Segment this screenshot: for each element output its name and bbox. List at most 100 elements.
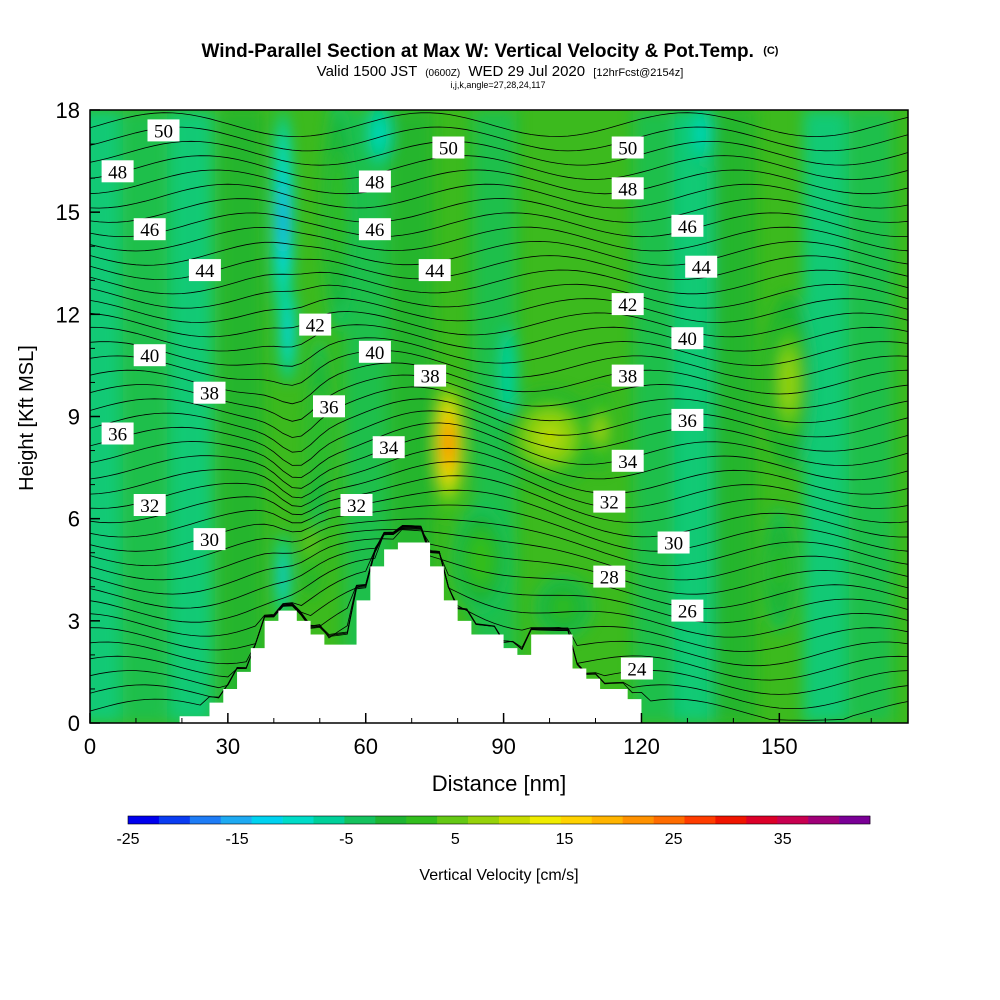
isentrope-label: 30 <box>194 528 226 551</box>
colorbar-swatch <box>530 816 561 824</box>
isentrope-label-text: 36 <box>320 397 339 418</box>
y-tick-label: 9 <box>68 405 80 430</box>
updraft-core <box>336 192 341 232</box>
colorbar-swatch <box>375 816 406 824</box>
colorbar-swatch <box>499 816 530 824</box>
x-tick-label: 90 <box>491 734 515 759</box>
colorbar-swatch <box>592 816 623 824</box>
colorbar-swatch <box>344 816 375 824</box>
isentrope-label-text: 40 <box>365 343 384 364</box>
updraft-core <box>785 368 793 398</box>
colorbar-tick-labels: -25 -15 -5 5 15 25 35 <box>116 831 791 848</box>
field-band <box>849 110 893 723</box>
colorbar-tick-label: -5 <box>339 831 353 848</box>
colorbar-swatch <box>437 816 468 824</box>
colorbar-tick-label: 35 <box>774 831 792 848</box>
colorbar-tick-label: 15 <box>556 831 574 848</box>
isentrope-label-text: 32 <box>600 493 619 514</box>
updraft-core <box>446 431 452 456</box>
isentrope-label-text: 38 <box>200 384 219 405</box>
isentrope-label: 34 <box>373 436 405 459</box>
colorbar-swatch <box>468 816 499 824</box>
colorbar <box>128 816 870 824</box>
x-tick-label: 120 <box>623 734 660 759</box>
colorbar-swatch <box>715 816 746 824</box>
updraft-core <box>559 602 568 612</box>
isentrope-label: 36 <box>313 395 345 418</box>
downdraft-core <box>281 201 284 237</box>
isentrope-label-text: 32 <box>347 496 366 517</box>
isentrope-label-text: 46 <box>678 217 697 238</box>
isentrope-label: 32 <box>134 494 166 517</box>
isentrope-label-text: 26 <box>678 602 697 623</box>
colorbar-tick-label: 25 <box>665 831 683 848</box>
isentrope-label-text: 30 <box>664 534 683 555</box>
isentrope-label: 32 <box>593 491 625 514</box>
isentrope-label: 24 <box>621 658 653 681</box>
isentrope-label: 40 <box>671 327 703 350</box>
isentrope-label: 46 <box>134 218 166 241</box>
colorbar-swatch <box>623 816 654 824</box>
isentrope-label: 48 <box>102 160 134 183</box>
isentrope-label-text: 30 <box>200 530 219 551</box>
isentrope-label-text: 44 <box>425 261 445 282</box>
field-band <box>123 110 167 723</box>
isentrope-label-text: 48 <box>618 179 637 200</box>
colorbar-swatch <box>128 816 159 824</box>
isentrope-label: 42 <box>612 293 644 316</box>
colorbar-swatch <box>839 816 870 824</box>
vertical-cross-section-chart: Wind-Parallel Section at Max W: Vertical… <box>0 0 1000 1000</box>
x-axis-label: Distance [nm] <box>432 771 567 796</box>
colorbar-swatch <box>654 816 685 824</box>
x-tick-label: 30 <box>216 734 240 759</box>
colorbar-tick-label: -25 <box>116 831 139 848</box>
isentrope-label-text: 40 <box>678 329 697 350</box>
isentrope-label: 46 <box>671 215 703 238</box>
isentrope-label: 34 <box>612 450 644 473</box>
isentrope-label: 48 <box>612 177 644 200</box>
chart-title: Wind-Parallel Section at Max W: Vertical… <box>202 41 779 62</box>
isentrope-label-text: 36 <box>108 425 127 446</box>
isentrope-label: 28 <box>593 566 625 589</box>
updraft-core <box>318 418 322 450</box>
isentrope-label-text: 40 <box>140 346 159 367</box>
colorbar-swatch <box>777 816 808 824</box>
isentrope-label: 50 <box>612 137 644 160</box>
isentrope-label: 38 <box>414 365 446 388</box>
isentrope-label-text: 42 <box>306 316 325 337</box>
isentrope-label-text: 34 <box>618 452 638 473</box>
isentrope-label: 50 <box>148 119 180 142</box>
isentrope-label-text: 42 <box>618 295 637 316</box>
isentrope-label: 40 <box>359 341 391 364</box>
isentrope-label-text: 50 <box>154 121 173 142</box>
isentrope-label-text: 46 <box>140 220 159 241</box>
colorbar-tick-label: -15 <box>226 831 249 848</box>
x-tick-label: 150 <box>761 734 798 759</box>
isentrope-label-text: 32 <box>140 496 159 517</box>
isentrope-label-text: 28 <box>600 568 619 589</box>
colorbar-label: Vertical Velocity [cm/s] <box>419 867 578 884</box>
colorbar-swatch <box>221 816 252 824</box>
colorbar-swatch <box>283 816 314 824</box>
downdraft-core <box>699 128 703 139</box>
isentrope-label-text: 48 <box>108 162 127 183</box>
x-tick-label: 60 <box>353 734 377 759</box>
colorbar-swatch <box>808 816 839 824</box>
isentrope-label: 48 <box>359 171 391 194</box>
plot-area: 5050 5048 48 4846 46 4644 44 44424240 40403838 38… <box>77 93 908 723</box>
isentrope-label-text: 46 <box>365 220 384 241</box>
isentrope-label: 46 <box>359 218 391 241</box>
colorbar-swatch <box>314 816 345 824</box>
colorbar-swatch <box>561 816 592 824</box>
isentrope-label: 36 <box>671 409 703 432</box>
isentrope-label-text: 36 <box>678 411 697 432</box>
isentrope-label-text: 24 <box>627 660 647 681</box>
chart-subtitle: Valid 1500 JST (0600Z) WED 29 Jul 2020 [… <box>317 63 684 80</box>
y-tick-label: 18 <box>56 98 80 123</box>
grid-indices: i,j,k,angle=27,28,24,117 <box>450 80 545 90</box>
colorbar-swatch <box>190 816 221 824</box>
colorbar-swatch <box>746 816 777 824</box>
isentrope-label: 44 <box>419 259 451 282</box>
isentrope-label: 30 <box>658 532 690 555</box>
isentrope-label-text: 44 <box>692 258 712 279</box>
